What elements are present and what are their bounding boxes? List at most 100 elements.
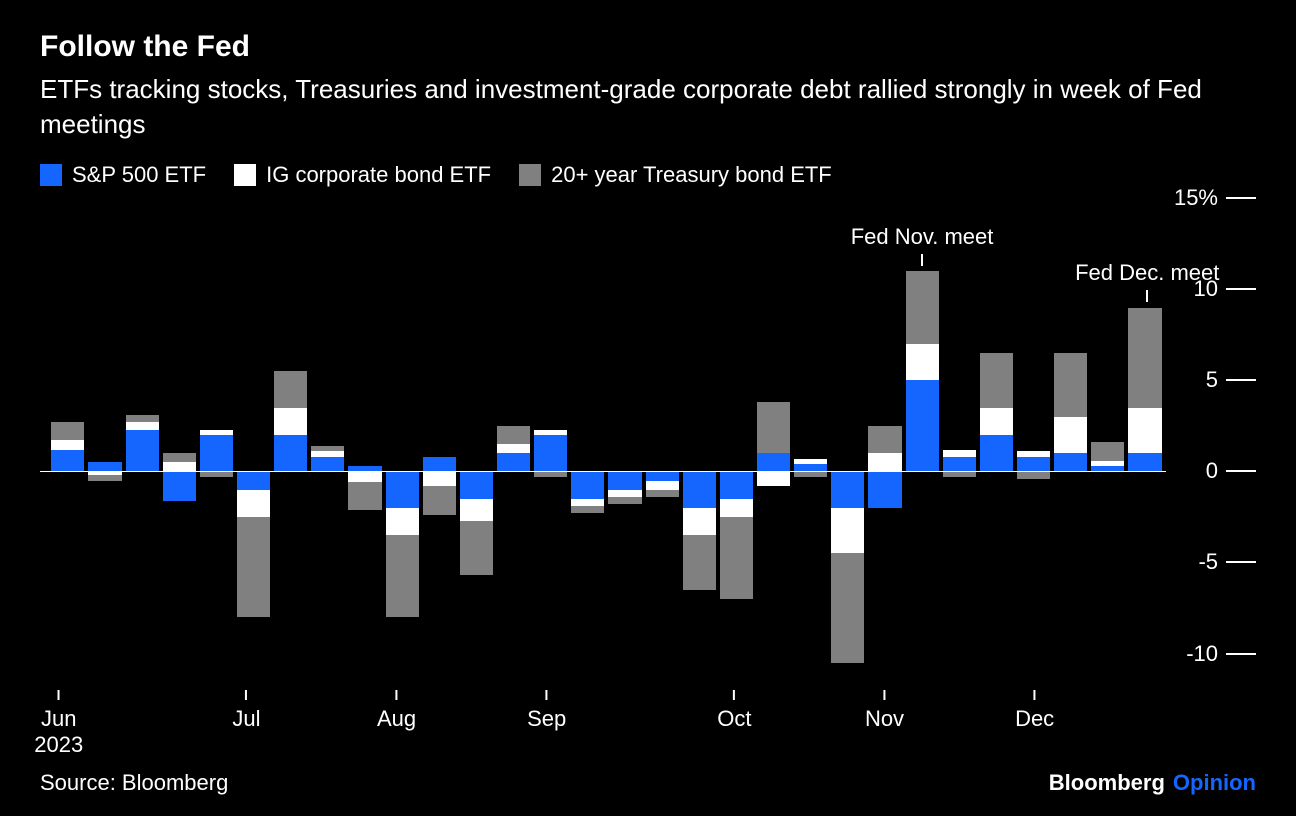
legend-swatch bbox=[40, 164, 62, 186]
x-tick-mark bbox=[396, 690, 398, 700]
legend-swatch bbox=[519, 164, 541, 186]
bar-segment bbox=[608, 471, 641, 489]
week-bar bbox=[902, 198, 935, 690]
annotation-label: Fed Nov. meet bbox=[832, 224, 1012, 250]
bar-segment bbox=[608, 497, 641, 504]
x-tick-label: Jul bbox=[232, 706, 260, 732]
bar-segment bbox=[423, 486, 456, 515]
week-bar bbox=[568, 198, 601, 690]
bar-segment bbox=[943, 450, 976, 457]
week-bar bbox=[419, 198, 452, 690]
bar-segment bbox=[460, 499, 493, 521]
y-tick-mark bbox=[1226, 197, 1256, 199]
bar-segment bbox=[720, 499, 753, 517]
x-tick-year: 2023 bbox=[34, 732, 83, 758]
bar-segment bbox=[980, 353, 1013, 408]
legend-item: 20+ year Treasury bond ETF bbox=[519, 162, 832, 188]
x-tick-label: Aug bbox=[377, 706, 416, 732]
bar-segment bbox=[423, 457, 456, 472]
bar-segment bbox=[51, 422, 84, 440]
chart-title: Follow the Fed bbox=[40, 30, 1256, 64]
bar-segment bbox=[163, 471, 196, 500]
brand-sub: Opinion bbox=[1173, 770, 1256, 796]
brand: Bloomberg Opinion bbox=[1049, 770, 1256, 796]
week-bar bbox=[977, 198, 1010, 690]
week-bar bbox=[345, 198, 378, 690]
x-tick-label: Dec bbox=[1015, 706, 1054, 732]
x-tick-mark bbox=[884, 690, 886, 700]
bar-segment bbox=[1054, 417, 1087, 453]
bar-segment bbox=[1017, 451, 1050, 456]
bar-segment bbox=[497, 444, 530, 453]
bar-segment bbox=[906, 380, 939, 471]
week-bar bbox=[1014, 198, 1047, 690]
week-bar bbox=[234, 198, 267, 690]
bar-segment bbox=[126, 415, 159, 422]
y-tick-label: -5 bbox=[1170, 549, 1218, 575]
bar-segment bbox=[831, 508, 864, 554]
bar-segment bbox=[646, 490, 679, 497]
bar-segment bbox=[1091, 442, 1124, 460]
week-bar bbox=[939, 198, 972, 690]
bar-segment bbox=[571, 506, 604, 513]
y-tick-mark bbox=[1226, 379, 1256, 381]
week-bar bbox=[865, 198, 898, 690]
week-bar bbox=[457, 198, 490, 690]
y-tick-mark bbox=[1226, 288, 1256, 290]
bar-segment bbox=[608, 490, 641, 497]
x-tick-label: Nov bbox=[865, 706, 904, 732]
bar-segment bbox=[88, 475, 121, 480]
chart-area: Fed Nov. meetFed Dec. meet 15%1050-5-10 … bbox=[40, 198, 1256, 760]
x-tick-label: Oct bbox=[717, 706, 751, 732]
x-tick-label: Sep bbox=[527, 706, 566, 732]
bar-segment bbox=[386, 508, 419, 535]
bar-segment bbox=[1091, 461, 1124, 466]
y-tick: -5 bbox=[1170, 549, 1256, 575]
bar-segment bbox=[646, 481, 679, 490]
week-bar bbox=[308, 198, 341, 690]
y-tick-label: 5 bbox=[1170, 367, 1218, 393]
bar-segment bbox=[757, 453, 790, 471]
bar-segment bbox=[163, 453, 196, 462]
week-bar bbox=[48, 198, 81, 690]
source-label: Source: Bloomberg bbox=[40, 770, 228, 796]
x-tick: Nov bbox=[865, 690, 904, 732]
bar-segment bbox=[683, 535, 716, 590]
bar-segment bbox=[237, 490, 270, 517]
bar-segment bbox=[348, 471, 381, 482]
y-tick: 10 bbox=[1170, 276, 1256, 302]
annotation-pointer bbox=[1146, 290, 1148, 302]
y-tick-mark bbox=[1226, 653, 1256, 655]
bar-segment bbox=[646, 471, 679, 480]
week-bar bbox=[271, 198, 304, 690]
bar-segment bbox=[683, 508, 716, 535]
bar-segment bbox=[906, 344, 939, 380]
bar-segment bbox=[534, 430, 567, 435]
week-bar bbox=[679, 198, 712, 690]
bar-segment bbox=[980, 408, 1013, 435]
bar-segment bbox=[683, 471, 716, 507]
bar-segment bbox=[274, 371, 307, 407]
bar-segment bbox=[497, 453, 530, 471]
bar-segment bbox=[1128, 453, 1161, 471]
bar-segment bbox=[386, 471, 419, 507]
bar-segment bbox=[980, 435, 1013, 471]
bar-segment bbox=[460, 521, 493, 576]
week-bar bbox=[717, 198, 750, 690]
bar-segment bbox=[51, 440, 84, 449]
y-tick-label: 10 bbox=[1170, 276, 1218, 302]
x-tick-label: Jun bbox=[34, 706, 83, 732]
bar-segment bbox=[1017, 457, 1050, 472]
bar-segment bbox=[311, 446, 344, 451]
bar-segment bbox=[1054, 453, 1087, 471]
week-bar bbox=[494, 198, 527, 690]
y-axis: 15%1050-5-10 bbox=[1166, 198, 1256, 690]
week-bar bbox=[122, 198, 155, 690]
bar-segment bbox=[720, 471, 753, 498]
x-tick: Dec bbox=[1015, 690, 1054, 732]
bar-segment bbox=[1128, 408, 1161, 454]
bar-segment bbox=[163, 462, 196, 471]
bar-segment bbox=[868, 471, 901, 507]
week-bar bbox=[642, 198, 675, 690]
y-tick-mark bbox=[1226, 470, 1256, 472]
